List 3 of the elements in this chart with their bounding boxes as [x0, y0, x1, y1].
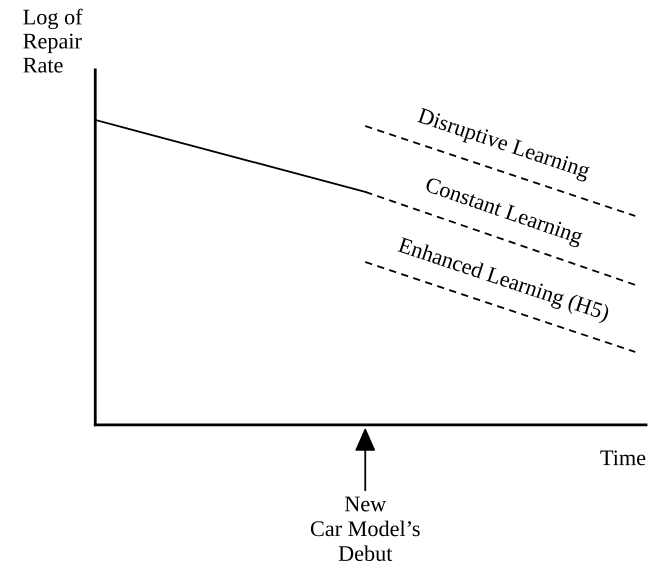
x-axis-title: Time	[600, 450, 646, 466]
text: New Car Model’s Debut	[310, 496, 420, 562]
y-axis-title: Log of Repair Rate	[23, 8, 83, 73]
